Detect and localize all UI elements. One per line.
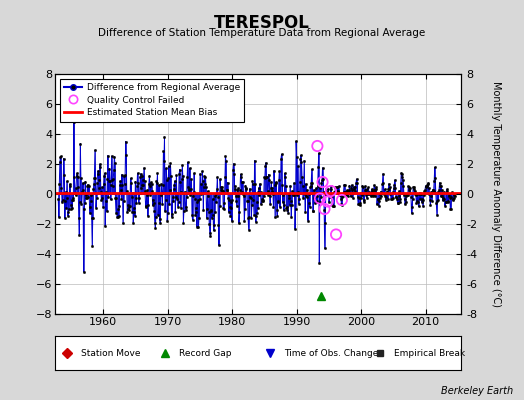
Legend: Difference from Regional Average, Quality Control Failed, Estimated Station Mean: Difference from Regional Average, Qualit… — [60, 78, 244, 122]
Quality Control Failed — [316, 195, 324, 202]
Difference from Regional Average — [196, 197, 203, 202]
Text: Berkeley Earth: Berkeley Earth — [441, 386, 514, 396]
Difference from Regional Average — [452, 194, 458, 198]
Difference from Regional Average — [331, 204, 337, 208]
Difference from Regional Average — [55, 197, 61, 202]
Quality Control Failed — [327, 188, 335, 194]
Quality Control Failed — [313, 143, 322, 149]
Quality Control Failed — [337, 197, 346, 203]
Text: Record Gap: Record Gap — [179, 348, 232, 358]
Difference from Regional Average — [77, 141, 83, 146]
Quality Control Failed — [332, 231, 340, 238]
Text: Difference of Station Temperature Data from Regional Average: Difference of Station Temperature Data f… — [99, 28, 425, 38]
Text: Empirical Break: Empirical Break — [394, 348, 465, 358]
Difference from Regional Average — [81, 270, 87, 274]
Quality Control Failed — [323, 198, 332, 205]
Line: Difference from Regional Average: Difference from Regional Average — [57, 121, 456, 273]
Difference from Regional Average — [111, 167, 117, 172]
Difference from Regional Average — [95, 177, 102, 182]
Text: Time of Obs. Change: Time of Obs. Change — [285, 348, 379, 358]
Text: TERESPOL: TERESPOL — [214, 14, 310, 32]
Text: Station Move: Station Move — [81, 348, 141, 358]
Difference from Regional Average — [95, 168, 101, 173]
Quality Control Failed — [320, 206, 329, 212]
Difference from Regional Average — [71, 120, 77, 124]
Quality Control Failed — [319, 179, 327, 185]
Y-axis label: Monthly Temperature Anomaly Difference (°C): Monthly Temperature Anomaly Difference (… — [491, 81, 501, 307]
